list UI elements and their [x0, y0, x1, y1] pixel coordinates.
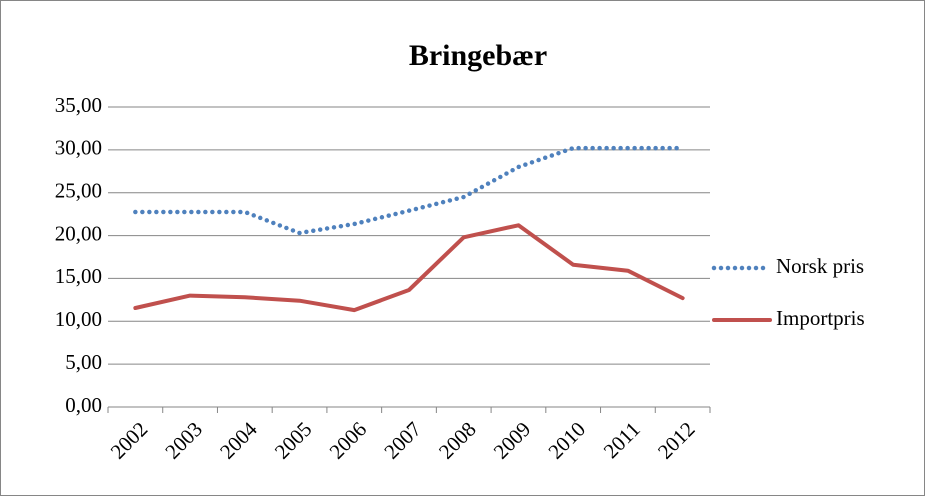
- series-line: [133, 145, 685, 236]
- y-tick-label: 30,00: [55, 136, 102, 160]
- chart-title: Bringebær: [409, 39, 547, 72]
- y-tick-label: 0,00: [65, 393, 102, 417]
- y-tick-label: 5,00: [65, 350, 102, 374]
- y-tick-label: 10,00: [55, 307, 102, 331]
- series-line: [133, 223, 685, 313]
- y-tick-label: 35,00: [55, 93, 102, 117]
- legend-label: Norsk pris: [776, 254, 864, 278]
- y-tick-label: 25,00: [55, 179, 102, 203]
- y-tick-label: 20,00: [55, 221, 102, 245]
- legend-label: Importpris: [776, 306, 865, 330]
- y-tick-label: 15,00: [55, 264, 102, 288]
